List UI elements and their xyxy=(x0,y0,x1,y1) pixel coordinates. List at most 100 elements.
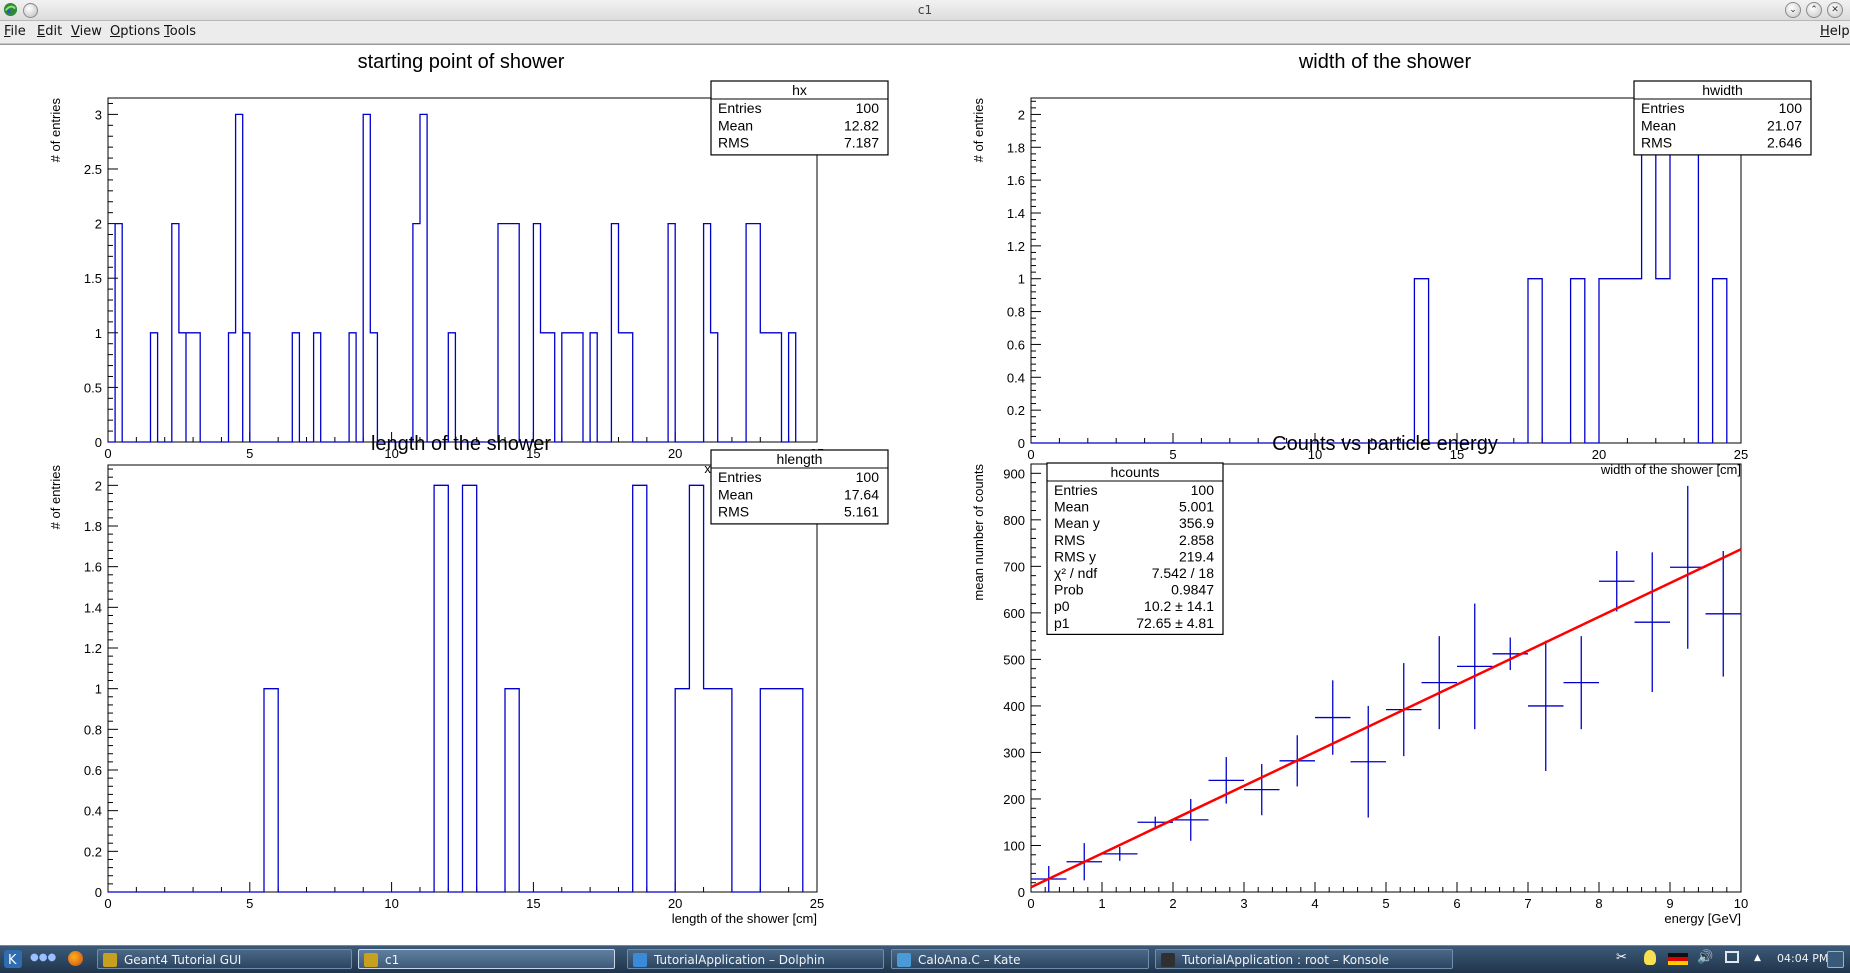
plot-title: starting point of shower xyxy=(358,51,565,73)
activities-icon[interactable]: ●●● xyxy=(30,952,57,963)
pin-icon[interactable] xyxy=(23,3,38,18)
y-tick-label: 1.4 xyxy=(1007,206,1025,221)
taskbar-app-label: CaloAna.C – Kate xyxy=(918,953,1021,967)
x-tick-label: 8 xyxy=(1595,896,1602,911)
stats-name: hcounts xyxy=(1110,464,1159,480)
y-tick-label: 1.6 xyxy=(1007,173,1025,188)
taskbar-app-1[interactable]: c1 xyxy=(358,949,615,969)
menu-tools[interactable]: Tools xyxy=(164,24,196,39)
stats-value: 17.64 xyxy=(844,486,879,502)
x-tick-label: 20 xyxy=(668,446,682,461)
data-point xyxy=(1102,846,1138,861)
data-point xyxy=(1173,798,1209,841)
stats-key: RMS y xyxy=(1054,548,1096,564)
histogram-line xyxy=(108,484,804,893)
stats-value: 100 xyxy=(1779,100,1803,116)
menu-edit-label: Edit xyxy=(37,24,63,39)
stats-key: p1 xyxy=(1054,615,1070,631)
y-tick-label: 100 xyxy=(1003,838,1025,853)
menu-edit[interactable]: Edit xyxy=(37,24,62,39)
y-tick-label: 1 xyxy=(95,682,102,697)
y-tick-label: 0 xyxy=(95,435,102,450)
stats-key: Mean xyxy=(1641,117,1676,133)
y-tick-label: 0 xyxy=(95,885,102,900)
tray-expand-icon[interactable]: ▲ xyxy=(1754,953,1761,963)
y-tick-label: 500 xyxy=(1003,652,1025,667)
menu-help[interactable]: Help xyxy=(1820,24,1850,39)
x-axis-label: width of the shower [cm] xyxy=(1600,462,1741,477)
menu-file[interactable]: File xyxy=(4,24,26,39)
flag-de-icon[interactable] xyxy=(1668,953,1688,965)
data-point xyxy=(1634,552,1670,692)
show-desktop-icon[interactable] xyxy=(1827,951,1844,968)
taskbar-app-4[interactable]: TutorialApplication : root – Konsole xyxy=(1155,949,1453,969)
stats-key: RMS xyxy=(1054,532,1085,548)
stats-frame xyxy=(710,449,889,525)
y-tick-label: 1.4 xyxy=(84,600,102,615)
stats-frame xyxy=(1633,80,1812,156)
stats-key: Entries xyxy=(1641,100,1685,116)
stats-value: 5.161 xyxy=(844,504,879,520)
scissors-icon[interactable]: ✂ xyxy=(1616,950,1627,965)
menu-options[interactable]: Options xyxy=(110,24,160,39)
canvas-plots[interactable]: starting point of shower 0 5 10 15 20 25 0 0.5 1 1… xyxy=(0,45,1850,941)
window-title: c1 xyxy=(917,3,933,17)
stats-value: 2.646 xyxy=(1767,135,1802,151)
y-tick-label: 3 xyxy=(95,107,102,122)
x-tick-label: 5 xyxy=(246,446,253,461)
stats-key: Mean xyxy=(718,117,753,133)
x-tick-label: 5 xyxy=(1169,447,1176,462)
y-tick-label: 1.8 xyxy=(1007,140,1025,155)
app-icon xyxy=(897,953,911,967)
x-tick-label: 15 xyxy=(526,446,540,461)
y-tick-label: 0.6 xyxy=(1007,337,1025,352)
firefox-icon[interactable] xyxy=(68,951,83,966)
stats-key: Mean xyxy=(718,486,753,502)
y-tick-label: 0.2 xyxy=(84,844,102,859)
stats-value: 100 xyxy=(1191,482,1215,498)
root-canvas[interactable]: starting point of shower 0 5 10 15 20 25 0 0.5 1 1… xyxy=(0,44,1850,941)
y-tick-label: 0.5 xyxy=(84,380,102,395)
stats-value: 219.4 xyxy=(1179,548,1214,564)
menu-file-label: File xyxy=(4,24,26,39)
close-button[interactable]: ✕ xyxy=(1827,2,1843,18)
x-tick-label: 25 xyxy=(1734,447,1748,462)
y-tick-label: 0.2 xyxy=(1007,403,1025,418)
taskbar-app-label: Geant4 Tutorial GUI xyxy=(124,953,242,967)
x-tick-label: 20 xyxy=(1592,447,1606,462)
y-tick-label: 600 xyxy=(1003,606,1025,621)
y-tick-label: 1.2 xyxy=(1007,239,1025,254)
y-tick-label: 1.5 xyxy=(84,271,102,286)
plot-title: length of the shower xyxy=(371,433,551,455)
minimize-button[interactable]: ⌄ xyxy=(1785,2,1801,18)
app-icon xyxy=(1161,953,1175,967)
maximize-button[interactable]: ⌃ xyxy=(1806,2,1822,18)
stats-value: 12.82 xyxy=(844,117,879,133)
bulb-icon[interactable] xyxy=(1644,950,1656,965)
taskbar: K ●●● Geant4 Tutorial GUI c1 TutorialAppli… xyxy=(0,945,1850,973)
taskbar-app-3[interactable]: CaloAna.C – Kate xyxy=(891,949,1149,969)
network-icon[interactable] xyxy=(1725,951,1739,963)
app-icon xyxy=(103,953,117,967)
taskbar-app-2[interactable]: TutorialApplication – Dolphin xyxy=(627,949,884,969)
kde-menu-icon[interactable]: K xyxy=(4,950,22,968)
clock: 04:04 PM xyxy=(1777,952,1829,965)
plot-title: Counts vs particle energy xyxy=(1272,433,1498,455)
volume-icon[interactable]: 🔊 xyxy=(1697,950,1714,965)
x-tick-label: 10 xyxy=(384,896,398,911)
y-tick-label: 0.4 xyxy=(84,804,102,819)
root-app-icon xyxy=(3,2,18,17)
menu-view[interactable]: View xyxy=(71,24,102,39)
x-tick-label: 0 xyxy=(1027,896,1034,911)
window-titlebar[interactable]: c1 ⌄ ⌃ ✕ xyxy=(0,0,1850,21)
data-point xyxy=(1350,705,1386,818)
taskbar-app-0[interactable]: Geant4 Tutorial GUI xyxy=(97,949,352,969)
taskbar-app-label: TutorialApplication – Dolphin xyxy=(654,953,825,967)
stats-box: hx Entries 100 Mean 12.82 RMS 7.187 xyxy=(710,80,889,156)
x-tick-label: 25 xyxy=(810,896,824,911)
taskbar-app-label: c1 xyxy=(385,953,400,967)
y-tick-label: 0.8 xyxy=(1007,305,1025,320)
menu-options-label: Options xyxy=(110,24,161,39)
stats-value: 100 xyxy=(856,469,880,485)
stats-value: 72.65 ± 4.81 xyxy=(1136,615,1214,631)
